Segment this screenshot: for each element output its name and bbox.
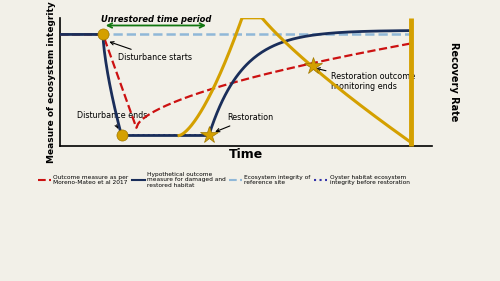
Text: Restoration: Restoration <box>216 113 274 132</box>
Text: Disturbance ends: Disturbance ends <box>77 111 148 128</box>
Text: Recovery Rate: Recovery Rate <box>449 42 459 121</box>
Text: Unrestored time period: Unrestored time period <box>100 15 211 24</box>
Text: Restoration outcome
monitoring ends: Restoration outcome monitoring ends <box>317 68 416 91</box>
Legend: Outcome measure as per
Moreno-Mateo et al 2017, Hypothetical outcome
measure for: Outcome measure as per Moreno-Mateo et a… <box>38 172 410 188</box>
Y-axis label: Measure of ecosystem integrity: Measure of ecosystem integrity <box>47 1 56 163</box>
X-axis label: Time: Time <box>229 148 263 162</box>
Text: Disturbance starts: Disturbance starts <box>110 42 192 62</box>
